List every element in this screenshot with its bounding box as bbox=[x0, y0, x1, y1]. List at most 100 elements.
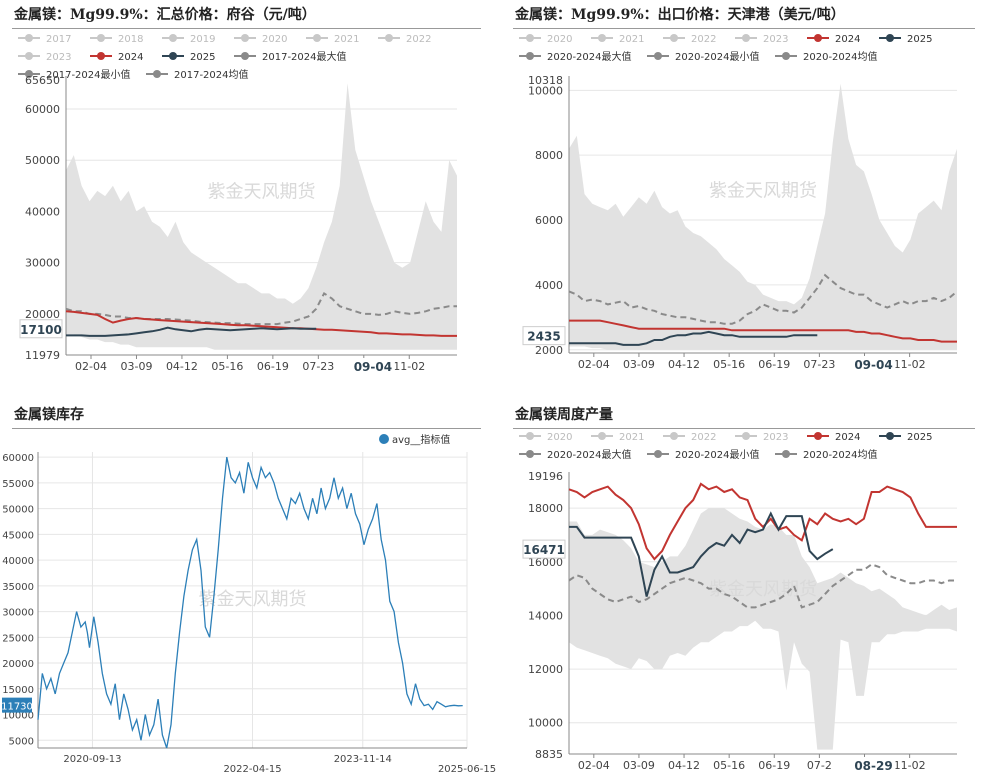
y-tick-label: 14000 bbox=[528, 609, 563, 622]
cursor-x-label: 09-04 bbox=[854, 358, 892, 372]
x-tick-label: 05-16 bbox=[713, 759, 745, 772]
legend-label: 2024 bbox=[835, 34, 860, 45]
legend-label: 2020 bbox=[547, 34, 572, 45]
x-tick-label: 11-02 bbox=[894, 358, 926, 371]
cursor-y-label: 2435 bbox=[527, 330, 560, 344]
legend-marker bbox=[241, 52, 249, 60]
y-tick-label: 60000 bbox=[25, 103, 60, 116]
legend-label: 2022 bbox=[691, 432, 716, 443]
legend-label: 2020-2024均值 bbox=[803, 50, 878, 63]
title-divider bbox=[513, 28, 975, 29]
legend-marker bbox=[97, 52, 105, 60]
watermark: 紫金天风期货 bbox=[709, 181, 817, 202]
x-tick-label: 07-23 bbox=[803, 358, 835, 371]
x-tick-label: 02-04 bbox=[578, 358, 610, 371]
y-tick-label: 30000 bbox=[25, 257, 60, 270]
cursor-y-label: 17100 bbox=[20, 323, 62, 337]
y-tick-label: 8000 bbox=[535, 149, 563, 162]
x-tick-label: 04-12 bbox=[668, 759, 700, 772]
panel-fugu-price: 金属镁：Mg99.9%：汇总价格：府谷（元/吨） 2017 2018 2019 202… bbox=[0, 0, 493, 382]
legend-label: 2022 bbox=[406, 34, 431, 45]
chart-canvas[interactable]: 2020 2021 2022 2023 2024 2025 2020-2024最大值 2020… bbox=[501, 400, 987, 774]
y-tick-label: 20000 bbox=[25, 308, 60, 321]
legend-label: 2025 bbox=[907, 432, 932, 443]
y-tick-label: 2000 bbox=[535, 344, 563, 357]
legend-marker bbox=[742, 432, 750, 440]
series-2025 bbox=[569, 330, 818, 346]
legend-label: 2025 bbox=[190, 52, 215, 63]
cursor-x-label: 09-04 bbox=[354, 360, 392, 374]
series-2025 bbox=[66, 326, 317, 337]
x-tick-label: 02-04 bbox=[75, 360, 107, 373]
series-2025 bbox=[569, 511, 834, 597]
y-tick-label: 60000 bbox=[2, 453, 34, 464]
title-divider bbox=[12, 428, 481, 429]
legend-marker bbox=[782, 450, 790, 458]
legend-marker bbox=[598, 432, 606, 440]
series-2024 bbox=[569, 319, 957, 343]
panel-weekly-output: 金属镁周度产量 2020 2021 2022 2023 2024 2025 2020-202… bbox=[501, 400, 987, 774]
y-tick-label: 16000 bbox=[528, 556, 563, 569]
y-tick-label: 40000 bbox=[25, 205, 60, 218]
legend-marker bbox=[782, 52, 790, 60]
legend-marker bbox=[742, 34, 750, 42]
legend-marker bbox=[670, 432, 678, 440]
chart-canvas[interactable]: 2020 2021 2022 2023 2024 2025 2020-2024最大值 2020… bbox=[501, 0, 987, 382]
title-divider bbox=[513, 428, 975, 429]
x-tick-label: 07-23 bbox=[302, 360, 334, 373]
x-tick-label: 05-16 bbox=[713, 358, 745, 371]
y-tick-label: 40000 bbox=[2, 556, 34, 567]
legend-marker bbox=[886, 34, 894, 42]
legend-label: 2020 bbox=[262, 34, 287, 45]
legend-label: 2023 bbox=[46, 52, 71, 63]
x-tick-label: 03-09 bbox=[623, 759, 655, 772]
x-tick-label: 11-02 bbox=[393, 360, 425, 373]
y-tick-label: 10000 bbox=[2, 711, 34, 722]
y-max-label: 65650 bbox=[25, 74, 60, 87]
legend-marker bbox=[526, 432, 534, 440]
legend-marker bbox=[598, 34, 606, 42]
series-2024 bbox=[65, 310, 457, 337]
legend-label: 2019 bbox=[190, 34, 215, 45]
x-tick-label: 03-09 bbox=[623, 358, 655, 371]
cursor-y-label: 16471 bbox=[523, 543, 565, 557]
legend-label: 2024 bbox=[118, 52, 143, 63]
legend-label: 2020-2024最小值 bbox=[675, 50, 760, 63]
y-tick-label: 15000 bbox=[2, 685, 34, 696]
x-tick-label: 2020-09-13 bbox=[63, 754, 121, 765]
legend-label: avg__指标值 bbox=[392, 433, 450, 446]
watermark: 紫金天风期货 bbox=[709, 579, 817, 600]
legend-label: 2017-2024最小值 bbox=[46, 68, 131, 81]
x-tick-label: 03-09 bbox=[120, 360, 152, 373]
legend-marker bbox=[97, 34, 105, 42]
y-tick-label: 10000 bbox=[528, 717, 563, 730]
chart-title: 金属镁：Mg99.9%：出口价格：天津港（美元/吨） bbox=[515, 7, 845, 23]
legend-label: 2017 bbox=[46, 34, 71, 45]
cursor-x-box bbox=[851, 356, 896, 372]
legend-marker bbox=[526, 34, 534, 42]
y-tick-label: 5000 bbox=[9, 736, 34, 747]
cursor-x-label: 08-29 bbox=[854, 759, 892, 773]
legend-label: 2023 bbox=[763, 432, 788, 443]
chart-title: 金属镁：Mg99.9%：汇总价格：府谷（元/吨） bbox=[14, 7, 316, 23]
chart-canvas[interactable]: avg__指标值 5000 10000 15000 20000 25000 30000 350… bbox=[0, 400, 496, 774]
legend-marker bbox=[153, 70, 161, 78]
legend-label: 2021 bbox=[334, 34, 359, 45]
series-average bbox=[568, 563, 957, 609]
y-tick-label: 10000 bbox=[528, 84, 563, 97]
legend-marker bbox=[313, 34, 321, 42]
watermark: 紫金天风期货 bbox=[208, 182, 316, 203]
legend-marker bbox=[886, 432, 894, 440]
legend-label: 2023 bbox=[763, 34, 788, 45]
y-tick-label: 6000 bbox=[535, 214, 563, 227]
legend-marker bbox=[670, 34, 678, 42]
cursor-y-label: 11730 bbox=[1, 702, 33, 713]
series-average bbox=[568, 273, 958, 325]
chart-canvas[interactable]: 2017 2018 2019 2020 2021 2022 2023 2024 2025 2017… bbox=[0, 0, 493, 382]
cursor-y-box bbox=[522, 326, 566, 346]
y-tick-label: 12000 bbox=[528, 663, 563, 676]
cursor-y-box bbox=[2, 697, 32, 713]
y-tick-label: 50000 bbox=[2, 505, 34, 516]
y-tick-label: 25000 bbox=[2, 633, 34, 644]
y-tick-label: 18000 bbox=[528, 502, 563, 515]
